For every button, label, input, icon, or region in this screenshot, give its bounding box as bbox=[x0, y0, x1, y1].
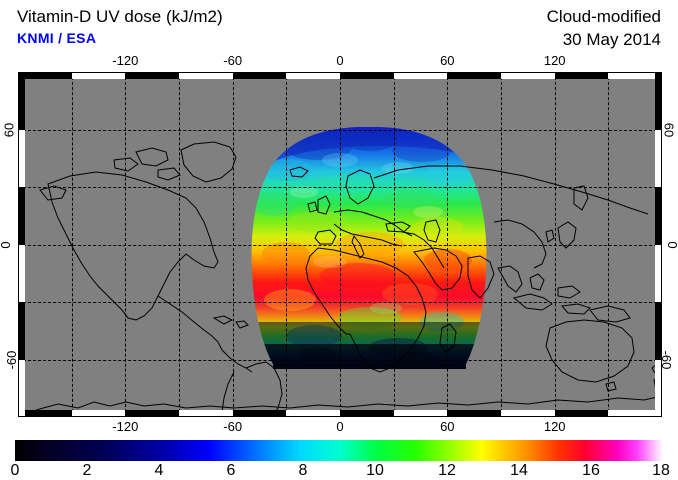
xtick-top-0: -120 bbox=[112, 53, 139, 68]
gridline-lon-90w bbox=[179, 72, 180, 417]
gridline-lon-150w bbox=[71, 72, 73, 417]
gridline-lon-30e bbox=[393, 72, 395, 417]
satellite-swath bbox=[251, 127, 487, 369]
figure-date: 30 May 2014 bbox=[562, 30, 661, 49]
ytick-left-60n: 60 bbox=[1, 122, 17, 137]
xtick-top-4: 120 bbox=[543, 53, 566, 68]
gridline-lon-30w bbox=[286, 72, 288, 417]
frame-left bbox=[18, 72, 19, 417]
gridline-lon-120w bbox=[125, 72, 127, 417]
axis-top bbox=[18, 72, 663, 79]
ytick-right-60n: 60 bbox=[661, 122, 677, 137]
colorbar bbox=[15, 440, 663, 461]
xtick-bottom-0: -120 bbox=[112, 419, 139, 434]
figure-institution: KNMI / ESA bbox=[17, 30, 97, 46]
frame-top bbox=[18, 72, 662, 73]
xtick-top-1: -60 bbox=[223, 53, 243, 68]
xtick-bottom-2: 0 bbox=[336, 419, 344, 434]
colorbar-tick-16: 16 bbox=[582, 462, 600, 479]
frame-bottom bbox=[18, 416, 662, 417]
colorbar-gradient bbox=[15, 440, 663, 461]
colorbar-tick-14: 14 bbox=[510, 462, 528, 479]
gridline-lon-60e bbox=[447, 72, 449, 417]
ytick-right-0: 0 bbox=[665, 241, 678, 248]
figure-annotation: Cloud-modified bbox=[546, 7, 661, 26]
ytick-left-0: 0 bbox=[0, 241, 13, 248]
axis-left bbox=[18, 72, 25, 417]
colorbar-tick-0: 0 bbox=[10, 462, 20, 479]
colorbar-tick-4: 4 bbox=[154, 462, 164, 479]
xtick-top-3: 60 bbox=[440, 53, 455, 68]
xtick-bottom-3: 60 bbox=[440, 419, 455, 434]
colorbar-tick-12: 12 bbox=[438, 462, 456, 479]
coastlines bbox=[35, 141, 662, 417]
axis-bottom bbox=[18, 410, 663, 417]
xtick-bottom-1: -60 bbox=[223, 419, 243, 434]
xtick-bottom-4: 120 bbox=[543, 419, 566, 434]
colorbar-tick-2: 2 bbox=[82, 462, 92, 479]
gridline-lon-60w bbox=[232, 72, 234, 417]
gridline-lon-90e bbox=[501, 72, 502, 417]
axis-right bbox=[655, 72, 662, 417]
gridline-lon-120e bbox=[554, 72, 556, 417]
colorbar-tick-6: 6 bbox=[226, 462, 236, 479]
xtick-top-2: 0 bbox=[336, 53, 344, 68]
map-plot-area bbox=[18, 72, 663, 417]
figure-title: Vitamin-D UV dose (kJ/m2) bbox=[17, 7, 223, 26]
ytick-right-60s: -60 bbox=[659, 350, 675, 369]
gridline-lon-150e bbox=[608, 72, 610, 417]
colorbar-tick-18: 18 bbox=[652, 462, 670, 479]
frame-right bbox=[661, 72, 662, 417]
colorbar-tick-10: 10 bbox=[366, 462, 384, 479]
map-canvas bbox=[18, 72, 662, 417]
gridline-lon-0 bbox=[340, 72, 341, 417]
colorbar-tick-8: 8 bbox=[298, 462, 308, 479]
ytick-left-60s: -60 bbox=[3, 350, 19, 369]
